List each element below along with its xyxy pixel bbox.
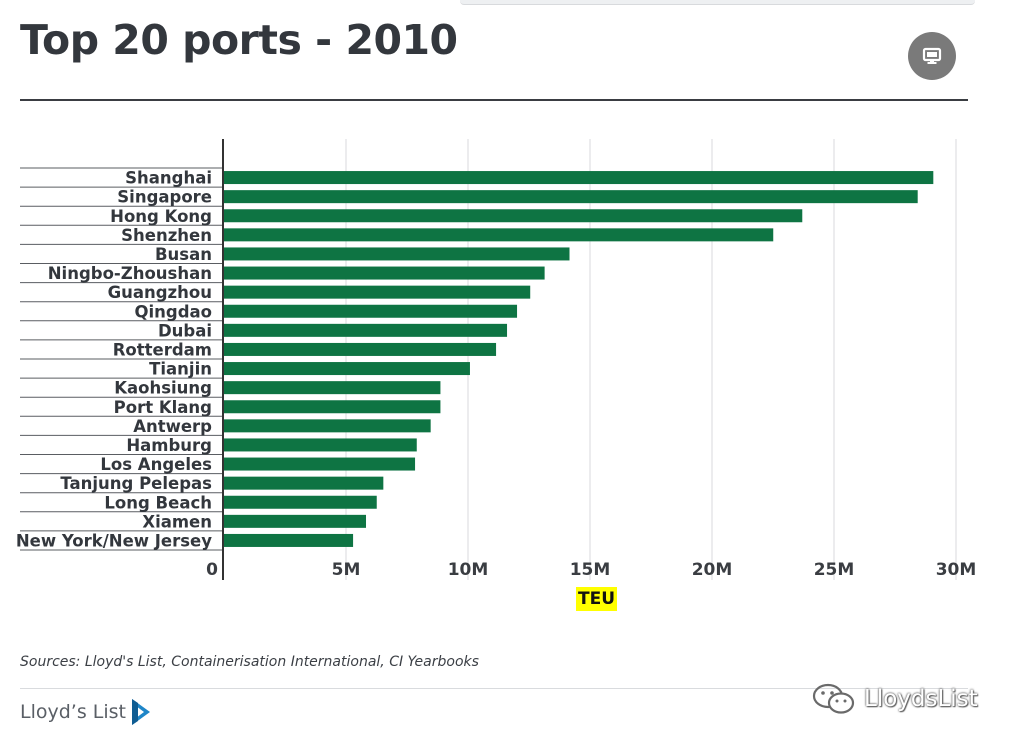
bar	[224, 209, 803, 223]
brand-name: Lloyd’s List	[20, 701, 126, 723]
title-divider	[20, 99, 968, 101]
top-strip	[460, 0, 975, 5]
category-label: Kaohsiung	[114, 379, 212, 398]
bar	[224, 476, 384, 490]
bar	[224, 247, 570, 261]
x-tick-label: 5M	[332, 560, 361, 580]
bar	[224, 400, 441, 414]
category-label: Dubai	[158, 321, 212, 340]
category-label: Singapore	[117, 188, 212, 207]
category-label: Los Angeles	[100, 455, 212, 474]
category-label: Long Beach	[104, 493, 212, 512]
watermark: LloydsList	[812, 682, 978, 716]
bar	[224, 381, 441, 395]
bar	[224, 419, 431, 433]
bar	[224, 438, 417, 452]
bar	[224, 457, 416, 471]
category-label: Ningbo-Zhoushan	[48, 264, 212, 283]
x-tick-label: 0	[206, 560, 218, 580]
watermark-text: LloydsList	[864, 686, 978, 712]
x-tick-label: 30M	[936, 560, 977, 580]
category-label: Tanjung Pelepas	[60, 474, 212, 493]
bar	[224, 304, 518, 318]
category-label: Shanghai	[125, 169, 212, 188]
bar	[224, 533, 354, 547]
x-tick-label: 15M	[570, 560, 611, 580]
category-label: Antwerp	[133, 417, 212, 436]
bar	[224, 285, 531, 299]
category-label: Hamburg	[126, 436, 212, 455]
grid-lines	[345, 139, 957, 580]
footer-divider	[20, 688, 968, 689]
category-label: New York/New Jersey	[16, 531, 212, 550]
wechat-icon	[812, 683, 855, 714]
x-tick-label: 25M	[814, 560, 855, 580]
category-label: Port Klang	[114, 398, 212, 417]
category-label: Shenzhen	[121, 226, 212, 245]
bar	[224, 342, 497, 356]
category-label: Qingdao	[134, 302, 212, 321]
sources-note: Sources: Lloyd's List, Containerisation …	[20, 654, 479, 670]
monitor-icon	[922, 47, 942, 64]
bars	[224, 171, 934, 547]
x-tick-label: 20M	[692, 560, 733, 580]
lloyds-list-logo-icon	[131, 699, 150, 725]
bar	[224, 171, 934, 185]
x-tick-label: 10M	[448, 560, 489, 580]
page-title: Top 20 ports - 2010	[20, 16, 458, 64]
display-mode-button[interactable]	[908, 32, 956, 80]
category-label: Busan	[155, 245, 212, 264]
category-row-rules	[20, 167, 223, 551]
category-label: Xiamen	[142, 512, 212, 531]
bar	[224, 495, 377, 509]
category-label: Guangzhou	[108, 283, 212, 302]
brand-logo[interactable]: Lloyd’s List	[20, 697, 152, 727]
bar	[224, 323, 508, 337]
category-label: Rotterdam	[113, 340, 212, 359]
category-label: Tianjin	[149, 360, 212, 379]
bar	[224, 362, 470, 376]
bar	[224, 190, 918, 204]
x-tick-labels: 0 5M 10M 15M 20M 25M 30M	[206, 560, 976, 580]
x-axis-title: TEU	[576, 587, 618, 611]
bar	[224, 514, 367, 528]
bar	[224, 228, 774, 242]
category-label: Hong Kong	[110, 207, 212, 226]
bar	[224, 266, 545, 280]
